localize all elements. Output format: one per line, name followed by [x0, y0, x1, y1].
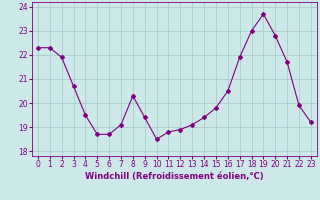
X-axis label: Windchill (Refroidissement éolien,°C): Windchill (Refroidissement éolien,°C) [85, 172, 264, 181]
